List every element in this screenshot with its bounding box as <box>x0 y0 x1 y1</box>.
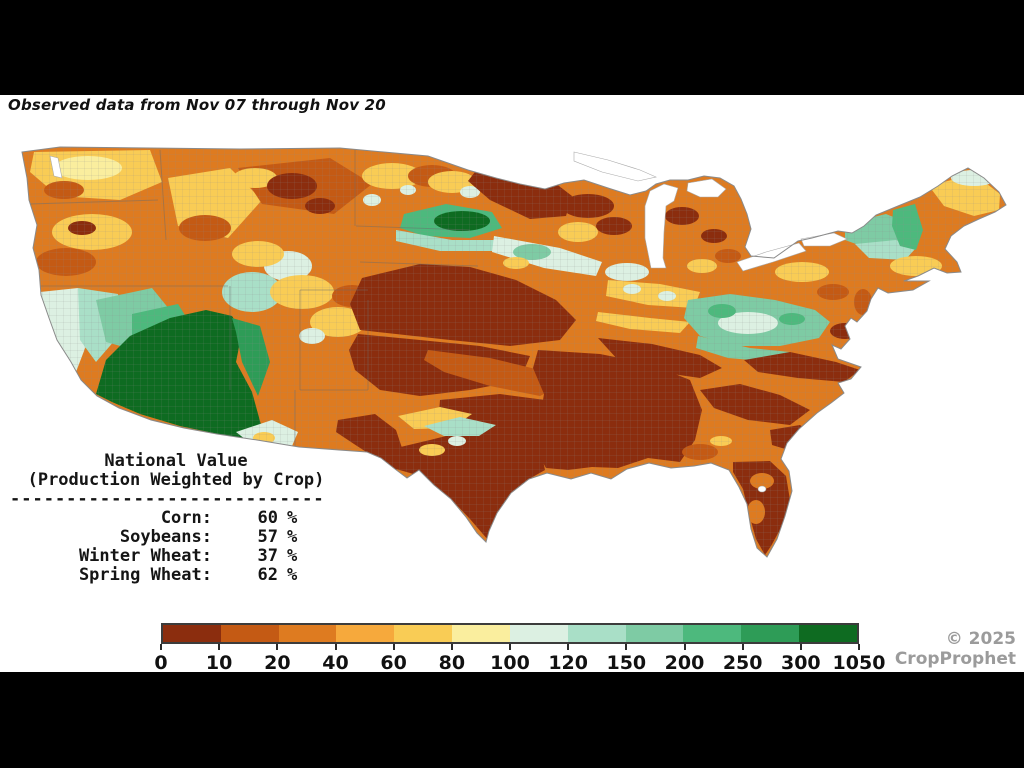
colorbar-segment-4 <box>394 625 453 642</box>
page-title: Observed data from Nov 07 through Nov 20 <box>8 96 386 114</box>
colorbar-tick-label: 300 <box>780 652 821 674</box>
colorbar-segment-11 <box>799 625 857 642</box>
stat-row-winter-wheat: Winter Wheat: 37 % <box>10 547 342 566</box>
colorbar-tick-label: 1050 <box>832 652 886 674</box>
stat-unit: % <box>287 546 298 566</box>
colorbar-tick-label: 80 <box>438 652 466 674</box>
colorbar-tickmark <box>625 644 628 650</box>
colorbar-tick-label: 60 <box>380 652 407 674</box>
colorbar-tick-labels: 0 10 20 40 60 80 100 120 150 200 250 300 1050 <box>154 652 885 674</box>
state-border-line <box>159 149 167 241</box>
colorbar-tickmark <box>160 644 162 650</box>
colorbar-segment-7 <box>567 625 626 642</box>
colorbar-tickmark <box>392 644 395 650</box>
stat-row-spring-wheat: Spring Wheat: 62 % <box>10 566 342 585</box>
colorbar-tickmark <box>567 644 570 650</box>
colorbar-tick-label: 0 <box>154 652 168 674</box>
colorbar-segment-1 <box>220 625 279 642</box>
colorbar-tickmark <box>450 644 453 650</box>
colorbar-segment-5 <box>452 625 510 642</box>
colorbar-tick-label: 120 <box>548 652 588 674</box>
colorbar-segment-0 <box>163 625 221 642</box>
colorbar-segment-10 <box>741 625 800 642</box>
lake-okeechobee <box>757 485 767 493</box>
stat-unit: % <box>287 565 298 585</box>
stat-value: 57 <box>257 527 278 547</box>
colorbar-tick-label: 40 <box>322 652 349 674</box>
copyright-watermark: © 2025 CropProphet <box>856 629 1016 669</box>
stat-row-corn: Corn: 60 % <box>10 509 342 528</box>
lake-erie <box>736 242 807 272</box>
colorbar-tickmark <box>218 644 221 650</box>
us-coastline <box>21 146 1007 558</box>
stat-unit: % <box>287 527 298 547</box>
colorbar-tick-label: 200 <box>664 652 705 674</box>
colorbar-segment-9 <box>683 625 742 642</box>
stats-heading-line2: (Production Weighted by Crop) <box>27 470 325 490</box>
colorbar-tick-label: 150 <box>606 652 647 674</box>
colorbar-segments <box>161 623 859 644</box>
stats-heading-line1: National Value <box>104 451 248 471</box>
stat-label: Corn: <box>160 508 212 528</box>
state-border-line <box>355 225 471 231</box>
stat-value: 37 <box>257 546 278 566</box>
bottom-letterbox-bar <box>0 672 1024 768</box>
colorbar-tick-label: 10 <box>205 652 233 674</box>
stat-value: 60 <box>257 508 278 528</box>
legend-colorbar: 0 10 20 40 60 80 100 120 150 200 250 300 1050 <box>154 623 885 674</box>
lake-superior <box>573 151 657 182</box>
national-value-panel: National Value (Production Weighted by C… <box>10 452 342 585</box>
colorbar-tickmark <box>799 644 802 650</box>
puget-sound <box>49 155 63 179</box>
colorbar-ticks <box>160 644 860 650</box>
colorbar-tickmark <box>741 644 744 650</box>
state-border-line <box>359 261 479 267</box>
colorbar-segment-6 <box>509 625 568 642</box>
colorbar-tickmark <box>683 644 686 650</box>
stat-unit: % <box>287 508 298 528</box>
colorbar-tick-label: 20 <box>264 652 291 674</box>
lake-michigan <box>644 183 679 269</box>
colorbar-segment-8 <box>625 625 684 642</box>
copyright-year: © 2025 <box>945 629 1016 649</box>
stat-row-soybeans: Soybeans: 57 % <box>10 528 342 547</box>
stats-divider: ---------------------------- <box>10 490 325 509</box>
colorbar-tickmark <box>334 644 337 650</box>
lake-huron <box>686 178 727 198</box>
copyright-brand: CropProphet <box>894 649 1016 669</box>
colorbar-tickmark <box>858 644 860 650</box>
colorbar-tickmark <box>276 644 279 650</box>
stat-label: Soybeans: <box>119 527 212 547</box>
stat-label: Spring Wheat: <box>78 565 212 585</box>
colorbar-tick-label: 250 <box>722 652 763 674</box>
colorbar-segment-3 <box>336 625 395 642</box>
stat-label: Winter Wheat: <box>78 546 212 566</box>
colorbar-segment-2 <box>278 625 337 642</box>
top-letterbox-bar <box>0 0 1024 95</box>
colorbar-tickmark <box>509 644 511 650</box>
state-border-line <box>29 199 159 205</box>
colorbar-tick-label: 100 <box>490 652 530 674</box>
stat-value: 62 <box>257 565 278 585</box>
